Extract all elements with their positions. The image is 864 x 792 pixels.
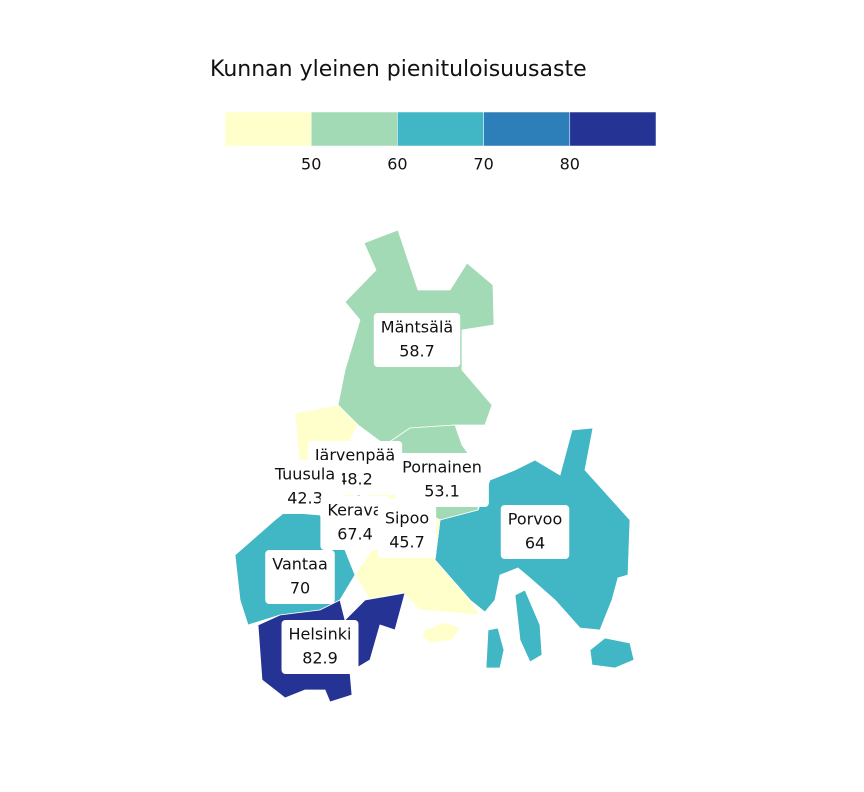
region-label: Helsinki 82.9 xyxy=(281,620,359,674)
region-value: 64 xyxy=(525,534,545,553)
label-box xyxy=(320,496,390,550)
region-name: Vantaa xyxy=(272,555,328,574)
region-label: Mäntsälä 58.7 xyxy=(373,313,461,367)
colorbar-tick-label: 60 xyxy=(387,155,407,174)
region-label: Porvoo 64 xyxy=(500,505,570,559)
region-name: Helsinki xyxy=(289,625,352,644)
colorbar-tick-label: 50 xyxy=(301,155,321,174)
region-name: Sipoo xyxy=(385,509,429,528)
region-name: Mäntsälä xyxy=(381,318,453,337)
region-value: 58.7 xyxy=(399,342,435,361)
region-value: 82.9 xyxy=(302,649,338,668)
region-label: Sipoo 45.7 xyxy=(377,504,437,558)
colorbar-tick-label: 80 xyxy=(560,155,580,174)
map-title: Kunnan yleinen pienituloisuusaste xyxy=(210,57,587,82)
colorbar-segment xyxy=(310,111,398,147)
region-value: 53.1 xyxy=(424,482,460,501)
colorbar-segment xyxy=(483,111,571,147)
colorbar-segment xyxy=(569,111,657,147)
region-value: 48.2 xyxy=(337,470,373,489)
region-name: Kerava xyxy=(327,501,382,520)
colorbar-tick-label: 70 xyxy=(473,155,493,174)
label-box xyxy=(377,504,437,558)
label-box xyxy=(373,313,461,367)
region-name: Pornainen xyxy=(402,458,482,477)
region-label: Pornainen 53.1 xyxy=(395,453,489,507)
region-label: Kerava 67.4 xyxy=(320,496,390,550)
region-name: Porvoo xyxy=(508,510,563,529)
label-box xyxy=(281,620,359,674)
colorbar-segment xyxy=(397,111,484,147)
region-name: Järvenpää xyxy=(314,446,395,465)
colorbar-segment xyxy=(224,111,312,147)
region-name: Tuusula xyxy=(274,465,335,484)
region-value: 42.3 xyxy=(287,489,323,508)
label-box xyxy=(500,505,570,559)
region-value: 45.7 xyxy=(389,533,425,552)
label-box xyxy=(265,550,335,604)
label-box xyxy=(395,453,489,507)
region-label: Vantaa 70 xyxy=(265,550,335,604)
region-value: 67.4 xyxy=(337,525,373,544)
region-value: 70 xyxy=(290,579,310,598)
